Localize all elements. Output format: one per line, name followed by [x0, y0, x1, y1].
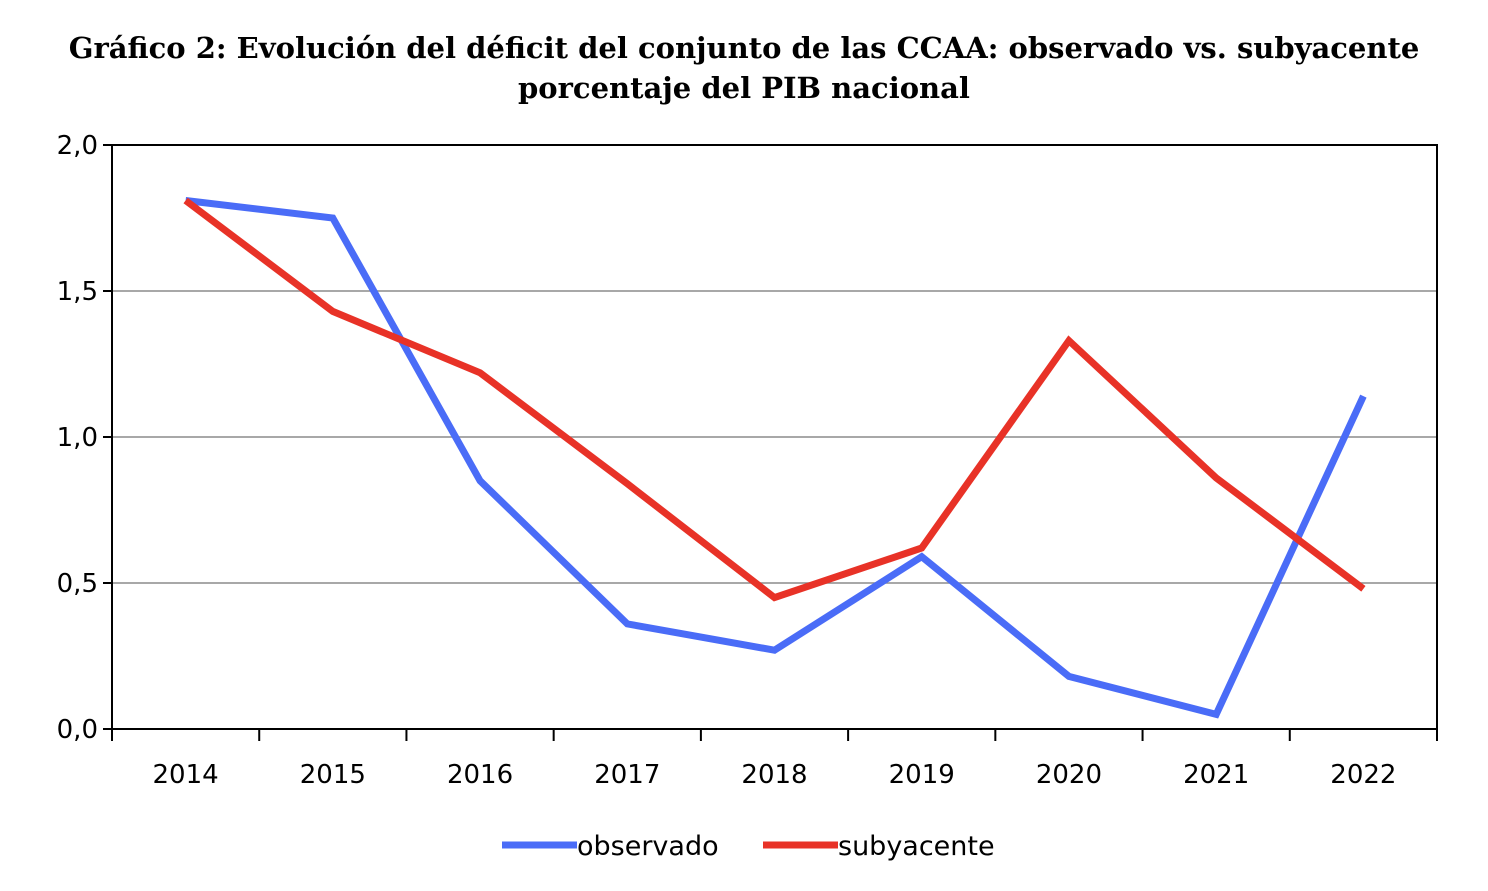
x-tick-label-2015: 2015 [300, 760, 366, 790]
x-tick-label-2021: 2021 [1183, 760, 1249, 790]
series-line-observado [185, 197, 1367, 719]
y-tick-label: 0,0 [57, 715, 98, 745]
legend-label-subyacente: subyacente [838, 831, 995, 862]
y-tick-label: 0,5 [57, 569, 98, 599]
x-tick-label-2020: 2020 [1036, 760, 1102, 790]
x-tick-label-2014: 2014 [153, 760, 219, 790]
x-tick-label-2022: 2022 [1330, 760, 1396, 790]
series-line-subyacente [183, 197, 1366, 602]
legend: observado subyacente [502, 831, 995, 862]
legend-label-observado: observado [577, 831, 719, 862]
axes: 0,0 0,5 1,0 1,5 2,0 2014 2015 2016 2017 2018 2019 2… [57, 131, 1438, 790]
x-tick-label-2018: 2018 [741, 760, 807, 790]
y-tick-label: 2,0 [57, 131, 98, 161]
chart-subtitle: porcentaje del PIB nacional [518, 71, 970, 105]
gridlines [112, 290, 1437, 584]
y-tick-label: 1,0 [57, 423, 98, 453]
chart-title-line-1: Gráfico 2: Evolución del déficit del con… [68, 31, 1420, 65]
series-lines [183, 197, 1367, 719]
x-tick-label-2016: 2016 [447, 760, 513, 790]
x-tick-label-2019: 2019 [889, 760, 955, 790]
x-tick-label-2017: 2017 [594, 760, 660, 790]
y-tick-label: 1,5 [57, 277, 98, 307]
chart-title: Gráfico 2: Evolución del déficit del con… [0, 28, 1488, 108]
